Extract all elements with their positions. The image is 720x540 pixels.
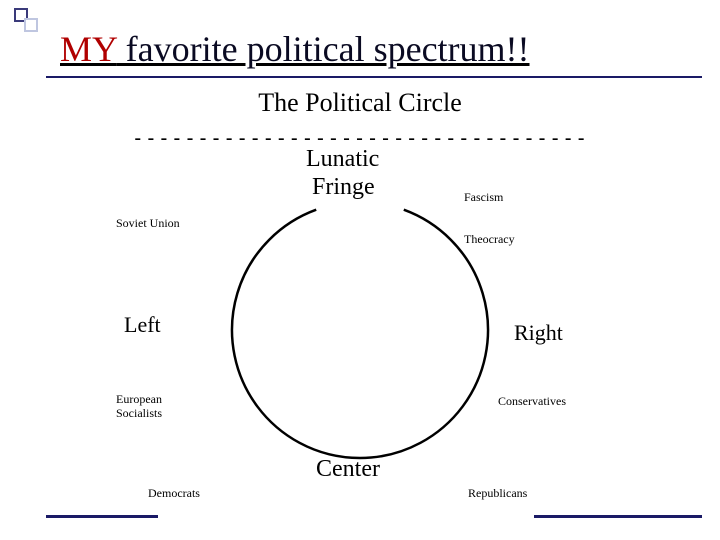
page-title: MY favorite political spectrum!! <box>60 28 690 70</box>
label-right: Right <box>514 320 563 346</box>
label-fascism: Fascism <box>464 190 503 205</box>
slide: MY favorite political spectrum!! The Pol… <box>0 0 720 540</box>
label-eurosoc2: Socialists <box>116 406 162 421</box>
footer-rule-left <box>46 515 158 518</box>
label-lunatic-top: Lunatic <box>306 146 379 173</box>
footer-rule-right <box>534 515 702 518</box>
label-eurosoc1: European <box>116 392 162 407</box>
title-emphasis: MY <box>60 29 117 69</box>
label-conservatives: Conservatives <box>498 394 566 409</box>
political-circle-diagram: The Political Circle -------------------… <box>120 88 600 518</box>
label-left: Left <box>124 312 161 338</box>
label-republicans: Republicans <box>468 486 527 501</box>
title-underline-rule <box>46 76 702 78</box>
label-lunatic-bottom: Fringe <box>312 174 375 201</box>
circle-icon <box>210 180 510 480</box>
diagram-title: The Political Circle <box>120 88 600 118</box>
label-democrats: Democrats <box>148 486 200 501</box>
label-center: Center <box>316 456 380 483</box>
label-theocracy: Theocracy <box>464 232 515 247</box>
title-rest: favorite political spectrum!! <box>117 29 530 69</box>
square-icon <box>24 18 38 32</box>
label-soviet: Soviet Union <box>116 216 180 231</box>
